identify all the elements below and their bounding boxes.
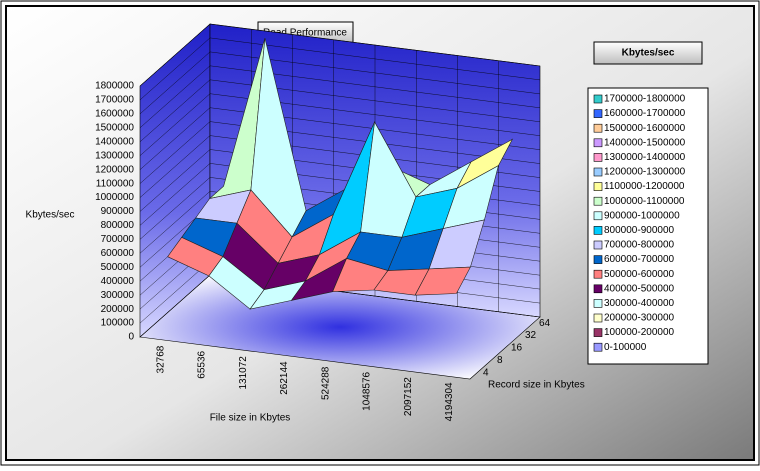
- x-tick-label: 65536: [197, 350, 208, 378]
- legend-swatch: [593, 255, 603, 264]
- legend-label: 1600000-1700000: [604, 108, 686, 119]
- z-tick-label: 1800000: [95, 81, 134, 92]
- z-tick-label: 700000: [101, 234, 135, 245]
- x-tick-label: 262144: [279, 361, 290, 395]
- x-tick-label: 32768: [155, 345, 166, 373]
- legend-swatch: [593, 269, 603, 279]
- grid-line: [139, 51, 541, 115]
- z-tick-label: 200000: [101, 304, 135, 315]
- z-tick-label: 400000: [101, 276, 135, 287]
- legend-label: 700000-800000: [604, 240, 675, 251]
- z-tick-label: 1700000: [95, 95, 134, 106]
- z-tick-label: 1200000: [95, 164, 134, 175]
- grid-line: [139, 135, 541, 198]
- z-tick-label: 100000: [101, 318, 135, 329]
- legend-title-box: [593, 41, 703, 65]
- legend-swatch: [593, 153, 603, 162]
- legend-label: 1300000-1400000: [604, 152, 686, 163]
- z-tick-label: 1600000: [95, 109, 134, 120]
- chart-title: Read Performance: [263, 28, 347, 39]
- z-tick-label: 1000000: [95, 192, 134, 203]
- z-tick-label: 1100000: [96, 178, 135, 189]
- z-tick-label: 1400000: [95, 136, 134, 147]
- x-axis-label: File size in Kbytes: [210, 413, 291, 424]
- grid-line: [139, 23, 541, 87]
- legend: [587, 87, 709, 365]
- grid-line: [139, 107, 541, 170]
- y-tick-label: 32: [525, 330, 537, 341]
- legend-label: 200000-300000: [604, 313, 675, 324]
- legend-swatch: [593, 342, 603, 352]
- legend-label: 0-100000: [604, 342, 647, 353]
- z-tick-label: 0: [128, 332, 134, 343]
- x-tick-label: 524288: [320, 366, 331, 400]
- x-tick-label: 4194304: [444, 382, 455, 421]
- legend-swatch: [593, 182, 603, 191]
- legend-swatch: [593, 299, 603, 308]
- y-axis-label: Record size in Kbytes: [488, 380, 585, 391]
- legend-swatch: [593, 109, 603, 118]
- grid-line: [139, 79, 541, 142]
- legend-label: 1700000-1800000: [604, 94, 686, 105]
- legend-label: 1500000-1600000: [604, 123, 686, 134]
- legend-swatch: [593, 94, 603, 104]
- legend-swatch: [593, 240, 603, 250]
- legend-label: 1100000-1200000: [604, 181, 685, 192]
- legend-swatch: [593, 328, 603, 337]
- legend-swatch: [593, 123, 603, 133]
- grid-line: [139, 37, 541, 101]
- legend-label: 800000-900000: [604, 225, 675, 236]
- legend-swatch: [593, 313, 603, 323]
- z-tick-label: 900000: [101, 206, 135, 217]
- z-tick-label: 500000: [101, 262, 135, 273]
- y-tick-label: 64: [539, 318, 551, 329]
- z-tick-label: 300000: [101, 290, 135, 301]
- legend-label: 500000-600000: [604, 269, 675, 280]
- grid-line: [139, 121, 541, 184]
- z-tick-label: 600000: [101, 248, 135, 259]
- surface-cell: [414, 266, 471, 296]
- y-tick-label: 16: [511, 343, 523, 354]
- y-tick-label: 4: [483, 367, 489, 378]
- grid-line: [139, 65, 541, 128]
- legend-swatch: [593, 167, 603, 177]
- z-tick-label: 1500000: [95, 122, 134, 133]
- z-tick-label: 800000: [101, 220, 135, 231]
- x-tick-label: 2097152: [403, 377, 414, 416]
- z-tick-label: 1300000: [95, 150, 134, 161]
- legend-title: Kbytes/sec: [622, 48, 675, 59]
- legend-label: 1400000-1500000: [604, 137, 686, 148]
- x-tick-label: 131072: [238, 356, 249, 390]
- legend-label: 300000-400000: [604, 298, 675, 309]
- legend-label: 1200000-1300000: [604, 167, 686, 178]
- grid-line: [139, 149, 541, 212]
- grid-line: [139, 93, 541, 156]
- legend-swatch: [593, 211, 603, 221]
- legend-label: 600000-700000: [604, 254, 675, 265]
- y-tick-label: 8: [497, 355, 503, 366]
- legend-swatch: [593, 226, 603, 235]
- legend-swatch: [593, 284, 603, 294]
- legend-label: 400000-500000: [604, 283, 675, 294]
- legend-label: 100000-200000: [604, 327, 675, 338]
- z-axis-label: Kbytes/sec: [26, 210, 75, 221]
- legend-label: 1000000-1100000: [604, 196, 685, 207]
- x-tick-label: 1048576: [362, 371, 373, 410]
- legend-swatch: [593, 138, 603, 148]
- legend-swatch: [593, 196, 603, 206]
- legend-label: 900000-1000000: [604, 210, 680, 221]
